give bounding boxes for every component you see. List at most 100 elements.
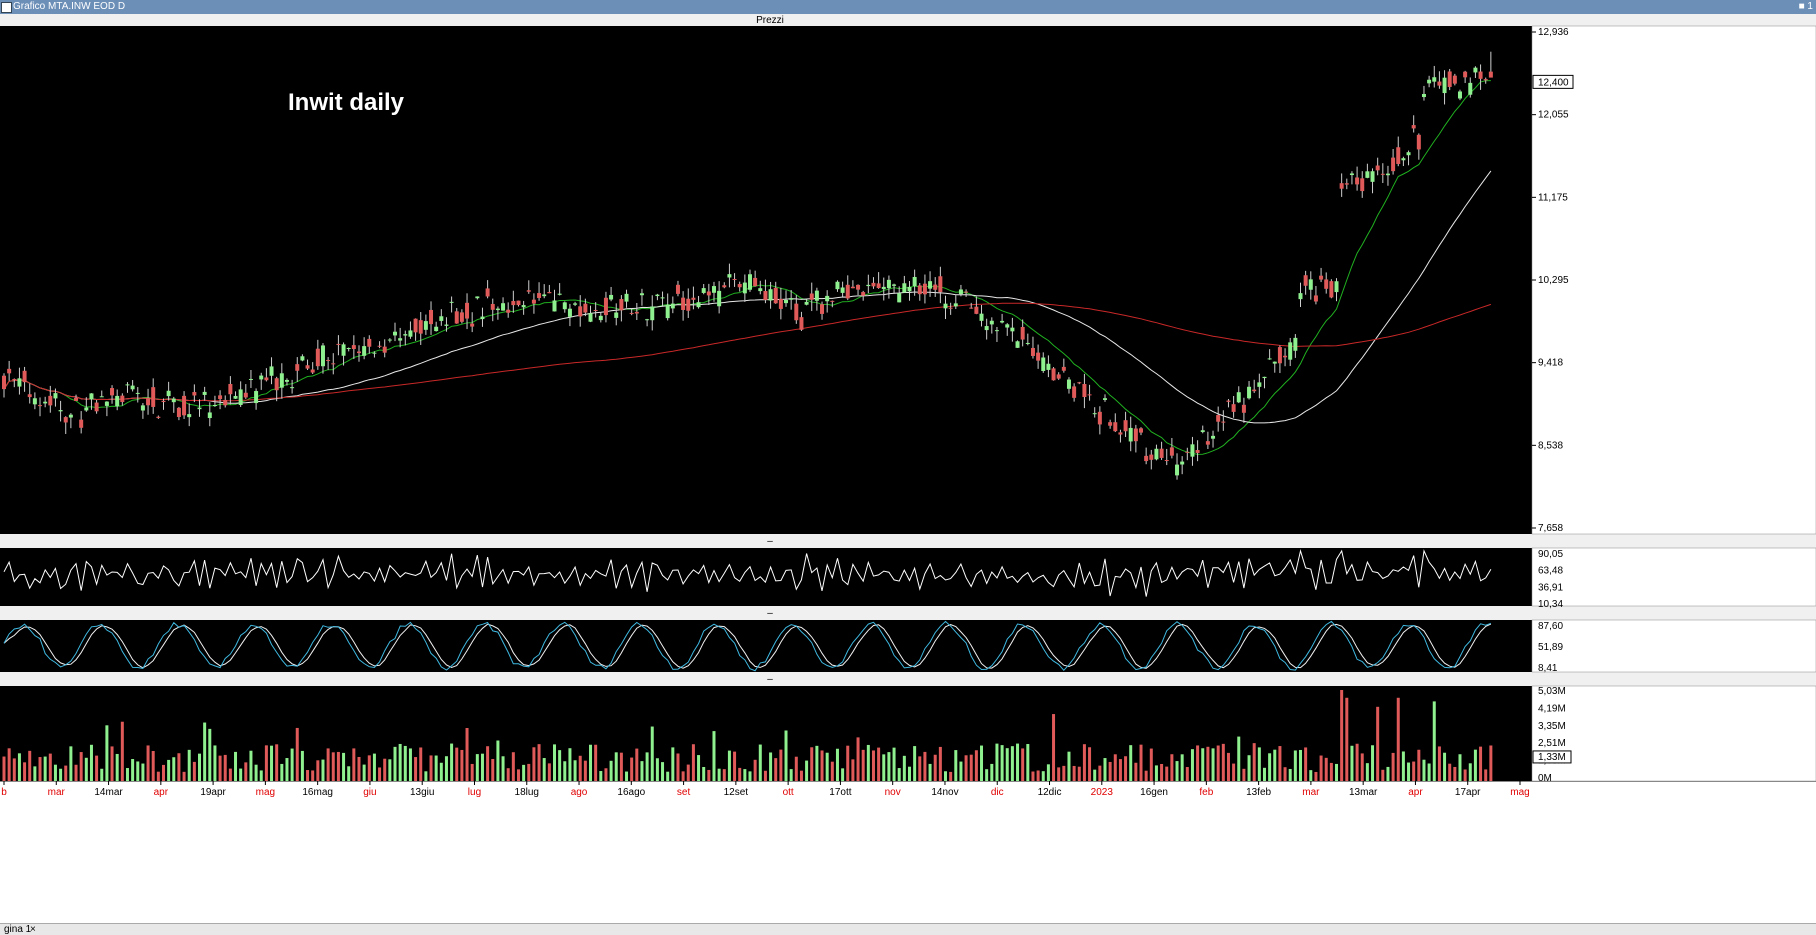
candle-body xyxy=(84,407,89,411)
volume-tick-label: 4,19M xyxy=(1538,703,1566,714)
volume-bar xyxy=(1417,749,1421,781)
candle-body xyxy=(1066,379,1071,389)
volume-bar xyxy=(511,752,515,781)
candle-body xyxy=(74,397,79,401)
candle-body xyxy=(68,414,73,418)
volume-bar xyxy=(362,764,366,781)
page-tab[interactable]: gina 1 xyxy=(4,924,32,935)
price-panel-axis xyxy=(1531,25,1816,535)
volume-bar xyxy=(743,769,747,781)
candle-body xyxy=(979,313,984,321)
volume-bar xyxy=(218,755,222,781)
candle-body xyxy=(408,330,413,337)
candle-body xyxy=(763,291,768,301)
volume-bar xyxy=(347,766,351,781)
candle-body xyxy=(830,300,835,302)
volume-bar xyxy=(1319,755,1323,781)
volume-bar xyxy=(1154,765,1158,781)
candle-body xyxy=(562,302,567,310)
stochastic-panel-axis xyxy=(1531,619,1816,673)
volume-bar xyxy=(223,754,227,781)
volume-bar xyxy=(604,768,608,781)
candle-body xyxy=(176,407,181,417)
volume-bar xyxy=(1412,761,1416,781)
candle-body xyxy=(43,401,48,404)
date-label: 13giu xyxy=(410,787,434,798)
candle-body xyxy=(48,395,53,406)
candle-body xyxy=(547,292,552,294)
volume-bar xyxy=(1288,768,1292,781)
candle-body xyxy=(1211,435,1216,439)
candle-body xyxy=(645,319,650,321)
volume-bar xyxy=(486,746,490,781)
date-label: nov xyxy=(885,787,901,798)
candle-body xyxy=(516,300,521,306)
volume-bar xyxy=(589,744,593,781)
candle-body xyxy=(892,284,897,286)
volume-bar xyxy=(583,760,587,781)
candle-body xyxy=(609,294,614,300)
window-menu-icon[interactable]: ■ 1 xyxy=(1798,1,1813,12)
volume-bar xyxy=(295,727,299,781)
volume-bar xyxy=(1304,747,1308,781)
panel-header-stoch xyxy=(0,607,1816,620)
volume-bar xyxy=(342,752,346,781)
volume-bar xyxy=(640,761,644,781)
volume-bar xyxy=(846,745,850,781)
candle-body xyxy=(861,292,866,296)
volume-bar xyxy=(835,748,839,781)
candle-body xyxy=(1164,459,1169,461)
volume-bar xyxy=(851,759,855,781)
close-tab-icon[interactable]: × xyxy=(30,924,36,935)
chart-canvas[interactable]: Prezzi – – – Inwit daily 12,936 12,055 11,175 10… xyxy=(0,14,1816,923)
volume-bar xyxy=(1340,690,1344,781)
volume-bar xyxy=(1350,745,1354,781)
volume-bar xyxy=(1211,748,1215,781)
candle-body xyxy=(933,284,938,290)
candle-body xyxy=(866,284,871,287)
volume-bar xyxy=(573,760,577,781)
volume-tick-label: 2,51M xyxy=(1538,738,1566,749)
candle-body xyxy=(7,368,12,374)
panel-header-label: Prezzi xyxy=(756,15,784,26)
candle-body xyxy=(881,286,886,290)
candle-body xyxy=(753,277,758,287)
volume-tick-label: 5,03M xyxy=(1538,686,1566,697)
candle-body xyxy=(1416,134,1421,150)
volume-bar xyxy=(1252,743,1256,781)
candle-body xyxy=(598,315,603,321)
stochastic-d-line xyxy=(3,623,1492,669)
volume-bar xyxy=(1103,758,1107,781)
volume-bar xyxy=(856,737,860,781)
candle-body xyxy=(27,394,32,398)
volume-bar xyxy=(650,726,654,781)
volume-bar xyxy=(161,764,165,781)
volume-bar xyxy=(892,747,896,781)
candle-body xyxy=(1463,71,1468,78)
volume-bar xyxy=(748,771,752,781)
volume-bar xyxy=(12,758,16,781)
candle-body xyxy=(202,391,207,395)
date-label: mar xyxy=(1302,787,1320,798)
candle-body xyxy=(1000,320,1005,323)
price-tick-label: 12,936 xyxy=(1538,27,1569,38)
volume-bar xyxy=(275,744,279,781)
volume-bar xyxy=(887,752,891,781)
volume-bar xyxy=(414,757,418,781)
candle-body xyxy=(758,288,763,292)
candle-body xyxy=(665,304,670,319)
candle-body xyxy=(284,379,289,382)
candle-body xyxy=(722,285,727,288)
date-label: dic xyxy=(991,787,1004,798)
candle-body xyxy=(238,389,243,405)
candle-body xyxy=(727,274,732,278)
volume-bar xyxy=(331,752,335,781)
candle-body xyxy=(820,304,825,314)
candle-body xyxy=(928,281,933,289)
oscillator-panel xyxy=(0,548,1532,606)
volume-bar xyxy=(311,770,315,781)
candle-body xyxy=(907,286,912,292)
candle-body xyxy=(1041,357,1046,372)
candle-body xyxy=(1283,355,1288,358)
